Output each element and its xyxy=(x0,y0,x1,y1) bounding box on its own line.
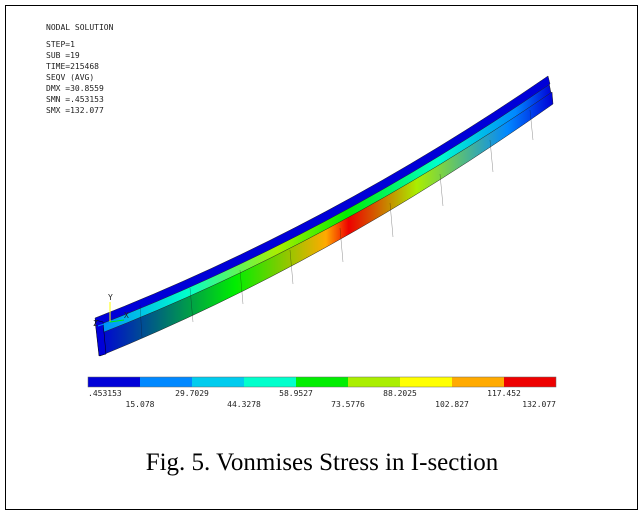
legend-border xyxy=(87,376,557,388)
axis-y-label: Y xyxy=(108,293,113,302)
beam xyxy=(94,75,554,357)
color-band xyxy=(140,377,192,387)
color-band xyxy=(452,377,504,387)
header-line: STEP=1 xyxy=(46,40,75,49)
legend-label: 117.452 xyxy=(487,389,521,398)
color-legend: .453153 15.078 29.7029 44.3278 58.9527 73.577… xyxy=(87,376,557,409)
axis-x-label: X xyxy=(124,311,129,320)
color-band xyxy=(88,377,140,387)
header-line: DMX =30.8559 xyxy=(46,84,104,93)
header: NODAL SOLUTION STEP=1 SUB =19 TIME=215468 S… xyxy=(46,23,114,115)
legend-label: 29.7029 xyxy=(175,389,209,398)
legend-label: 102.827 xyxy=(435,400,469,409)
color-band xyxy=(244,377,296,387)
legend-label: .453153 xyxy=(88,389,122,398)
header-line: SEQV (AVG) xyxy=(46,73,94,82)
legend-label: 58.9527 xyxy=(279,389,313,398)
header-line: TIME=215468 xyxy=(46,62,99,71)
color-band xyxy=(348,377,400,387)
legend-label: 88.2025 xyxy=(383,389,417,398)
color-band xyxy=(400,377,452,387)
legend-label: 73.5776 xyxy=(331,400,365,409)
legend-label: 44.3278 xyxy=(227,400,261,409)
caption: Fig. 5. Vonmises Stress in I-section xyxy=(146,449,499,476)
legend-label: 132.077 xyxy=(522,400,556,409)
axis-z-label: Z xyxy=(93,319,98,328)
header-line: SMN =.453153 xyxy=(46,95,104,104)
header-line: SMX =132.077 xyxy=(46,106,104,115)
header-title: NODAL SOLUTION xyxy=(46,23,114,32)
color-band xyxy=(192,377,244,387)
legend-label: 15.078 xyxy=(126,400,155,409)
color-band xyxy=(504,377,556,387)
color-band xyxy=(296,377,348,387)
axis-triad: Y X Z xyxy=(93,293,129,328)
header-line: SUB =19 xyxy=(46,51,80,60)
